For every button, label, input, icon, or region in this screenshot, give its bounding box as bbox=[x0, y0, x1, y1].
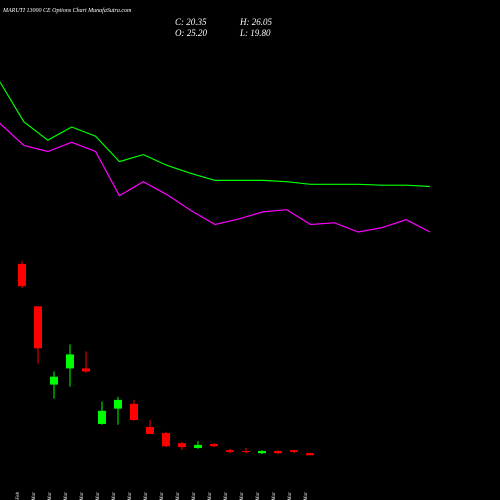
x-tick-label: 05 Mar bbox=[64, 492, 69, 500]
candle-body bbox=[210, 444, 218, 447]
x-tick-label: 16 Mar bbox=[176, 492, 181, 500]
x-tick-label: 27 Feb bbox=[16, 492, 21, 500]
candle-body bbox=[114, 399, 122, 409]
x-tick-label: 27 Mar bbox=[304, 492, 309, 500]
candle-body bbox=[162, 433, 170, 447]
x-tick-label: 23 Mar bbox=[256, 492, 261, 500]
candle-body bbox=[242, 451, 250, 453]
candle-body bbox=[34, 306, 42, 349]
candle-body bbox=[194, 444, 202, 448]
candle-body bbox=[50, 376, 58, 385]
candle-body bbox=[306, 453, 314, 456]
info-label: C: 20.35 bbox=[175, 17, 207, 27]
x-tick-label: 13 Mar bbox=[160, 492, 165, 500]
x-tick-label: 10 Mar bbox=[112, 492, 117, 500]
x-tick-label: 04 Mar bbox=[48, 492, 53, 500]
info-label: O: 25.20 bbox=[175, 28, 207, 38]
x-tick-label: 06 Mar bbox=[80, 492, 85, 500]
moving-average-line bbox=[0, 123, 431, 233]
chart-title: MARUTI 13000 CE Options Chart MunafaSutr… bbox=[2, 7, 132, 14]
x-tick-label: 24 Mar bbox=[272, 492, 277, 500]
candle-body bbox=[82, 368, 90, 372]
candle-body bbox=[178, 443, 186, 448]
x-tick-label: 12 Mar bbox=[144, 492, 149, 500]
x-tick-label: 11 Mar bbox=[128, 492, 133, 500]
candle-body bbox=[290, 450, 298, 452]
x-tick-label: 09 Mar bbox=[96, 492, 101, 500]
candle-body bbox=[274, 451, 282, 454]
info-label: L: 19.80 bbox=[239, 28, 271, 38]
x-tick-label: 18 Mar bbox=[208, 492, 213, 500]
moving-average-line bbox=[0, 81, 431, 188]
info-label: H: 26.05 bbox=[239, 17, 272, 27]
candle-body bbox=[226, 450, 234, 452]
candle-body bbox=[18, 263, 26, 287]
candle-body bbox=[66, 354, 74, 369]
x-tick-label: 17 Mar bbox=[192, 492, 197, 500]
candle-body bbox=[130, 403, 138, 420]
candle-body bbox=[98, 410, 106, 424]
x-tick-label: 19 Mar bbox=[224, 492, 229, 500]
x-tick-label: 20 Mar bbox=[240, 492, 245, 500]
candle-body bbox=[146, 426, 154, 434]
candle-body bbox=[258, 451, 266, 454]
x-tick-label: 25 Mar bbox=[288, 492, 293, 500]
x-tick-label: 02 Mar bbox=[32, 492, 37, 500]
